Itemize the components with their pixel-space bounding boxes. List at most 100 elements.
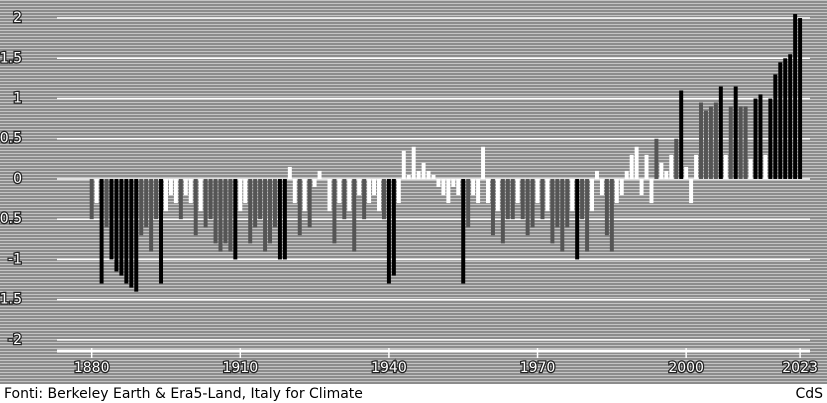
bar: [218, 178, 223, 252]
bar: [604, 178, 609, 236]
bar: [743, 106, 748, 179]
bar: [575, 178, 580, 260]
bar: [342, 178, 347, 220]
y-tick-label: -1.5: [0, 292, 22, 308]
bar: [307, 178, 312, 228]
bar: [372, 178, 377, 196]
bar: [441, 178, 446, 196]
bar: [302, 178, 307, 212]
bar: [456, 178, 461, 196]
bar: [520, 178, 525, 220]
bar: [629, 154, 634, 179]
bar: [580, 178, 585, 220]
bar: [753, 98, 758, 179]
bar: [669, 154, 674, 179]
bar: [510, 178, 515, 220]
bar: [277, 178, 282, 260]
bar: [178, 178, 183, 220]
bar: [530, 178, 535, 228]
bar: [406, 174, 411, 179]
bar: [570, 178, 575, 212]
bar: [248, 178, 253, 244]
bar: [347, 178, 352, 212]
bar: [540, 178, 545, 220]
bar: [515, 178, 520, 204]
bar: [649, 178, 654, 204]
bar: [213, 178, 218, 244]
bar: [386, 178, 391, 284]
bar: [193, 178, 198, 236]
bar: [198, 178, 203, 212]
bar: [768, 98, 773, 179]
bar: [694, 154, 699, 179]
bar: [124, 178, 129, 284]
bar: [733, 86, 738, 179]
bar: [431, 174, 436, 179]
bar: [327, 178, 332, 212]
bar: [154, 178, 159, 220]
bar: [778, 62, 783, 179]
bar: [481, 146, 486, 179]
bar: [535, 178, 540, 204]
bar: [168, 178, 173, 196]
bar: [783, 58, 788, 179]
bar: [233, 178, 238, 260]
bar: [689, 178, 694, 204]
x-tick-label: 2023: [782, 360, 818, 376]
bar: [94, 178, 99, 204]
bar: [377, 178, 381, 212]
bar: [109, 178, 114, 260]
bar: [555, 178, 560, 228]
bar: [223, 178, 228, 244]
bar: [723, 154, 728, 179]
bar: [416, 170, 421, 179]
bar: [292, 178, 297, 204]
bar: [748, 158, 753, 179]
bar: [614, 178, 619, 204]
bar: [718, 86, 723, 179]
bar: [89, 178, 94, 220]
bar: [525, 178, 530, 236]
bar: [451, 178, 456, 188]
y-tick-label: 0: [13, 171, 22, 187]
bar: [699, 102, 703, 179]
credit: CdS: [795, 386, 823, 402]
bar: [203, 178, 208, 228]
bar: [337, 178, 342, 204]
bar: [183, 178, 188, 196]
bar: [793, 14, 798, 179]
source: Fonti: Berkeley Earth & Era5-Land, Italy…: [4, 386, 363, 402]
bar: [282, 178, 287, 260]
bar: [560, 178, 565, 252]
bar: [505, 178, 510, 220]
bar: [129, 178, 134, 288]
bar: [490, 178, 495, 236]
bar: [173, 178, 178, 204]
bar: [594, 170, 599, 179]
bar: [297, 178, 302, 236]
bar: [466, 178, 471, 228]
bar: [659, 162, 664, 179]
bar: [134, 178, 139, 292]
bar: [798, 18, 803, 179]
bar: [684, 166, 689, 179]
bar: [119, 178, 124, 276]
x-tick-label: 1880: [74, 360, 110, 376]
bar: [258, 178, 263, 220]
bar: [243, 178, 248, 204]
bar: [159, 178, 164, 284]
bar: [253, 178, 258, 228]
bar: [634, 146, 639, 179]
bar: [421, 162, 426, 179]
bar: [367, 178, 372, 204]
x-tick-label: 1970: [520, 360, 556, 376]
bar: [565, 178, 570, 228]
bar: [144, 178, 149, 228]
bar: [357, 178, 362, 196]
bar: [426, 170, 431, 179]
y-tick-label: -2: [8, 332, 22, 348]
bar: [238, 178, 243, 212]
bar: [114, 178, 119, 272]
bar: [139, 178, 144, 236]
